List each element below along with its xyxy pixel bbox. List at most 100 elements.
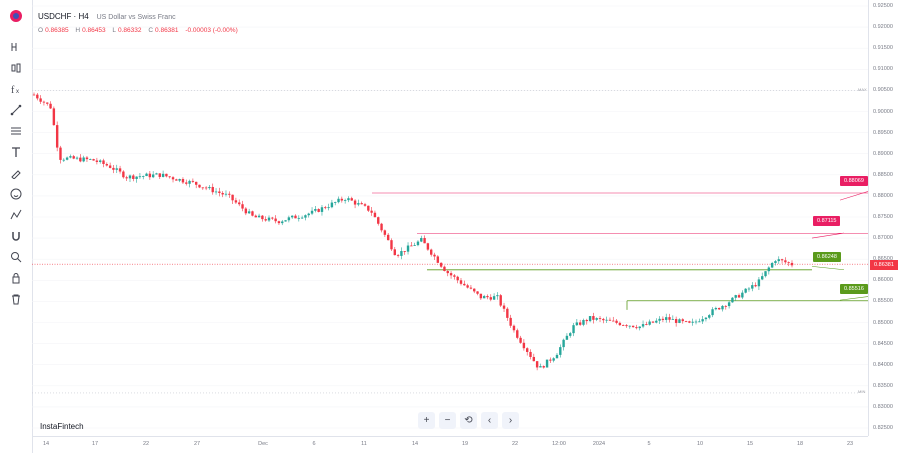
candle-body	[135, 176, 138, 179]
candle-body	[65, 157, 69, 160]
time-tick-label: 15	[746, 441, 754, 447]
zoom-out-button[interactable]: −	[439, 412, 456, 429]
candle-body	[125, 177, 128, 179]
time-axis[interactable]: 14 17 22 27 Dec 6 11 14 19 22 12:00 2024 5 10 15 18 23	[32, 436, 868, 454]
time-tick-label: 14	[411, 441, 419, 447]
candle-body	[466, 285, 469, 288]
candle-body	[615, 320, 618, 323]
brush-icon[interactable]	[5, 164, 27, 182]
price-tick-label: 0.83500	[873, 382, 893, 389]
time-tick-label: 18	[796, 441, 804, 447]
lock-icon[interactable]	[5, 269, 27, 287]
zoom-in-button[interactable]: +	[418, 412, 435, 429]
text-icon[interactable]	[5, 143, 27, 161]
candle-body	[271, 217, 274, 219]
candle-body	[459, 280, 463, 284]
candle-body	[69, 156, 72, 158]
candle-body	[264, 219, 267, 221]
crosshair-icon[interactable]	[5, 38, 27, 56]
candle-body	[565, 335, 569, 340]
candle-body	[621, 325, 625, 326]
time-tick-label: 17	[91, 441, 99, 447]
time-tick-label: 10	[696, 441, 704, 447]
scroll-right-button[interactable]: ›	[502, 412, 519, 429]
candle-body	[314, 209, 317, 211]
candle-body	[631, 325, 635, 328]
candle-body	[310, 210, 314, 214]
candle-body	[386, 234, 390, 241]
pattern-icon[interactable]	[5, 206, 27, 224]
candle-body	[42, 101, 46, 103]
candle-body	[128, 175, 132, 179]
fib-icon[interactable]	[5, 122, 27, 140]
candle-body	[320, 207, 324, 212]
price-tick-label: 0.84000	[873, 361, 893, 368]
candle-body	[234, 200, 238, 203]
candle-body	[46, 102, 49, 104]
price-tick-label: 0.92000	[873, 24, 893, 31]
candle-body	[211, 186, 214, 193]
reset-button[interactable]: ⟲	[460, 412, 477, 429]
time-tick-label: 2024	[592, 441, 606, 447]
candle-body	[142, 176, 145, 177]
candle-body	[592, 316, 595, 320]
candle-body	[727, 302, 731, 307]
candle-body	[214, 191, 218, 193]
candle-body	[287, 217, 291, 221]
candle-body	[532, 356, 536, 362]
candle-body	[777, 259, 780, 262]
price-tick-label: 0.86000	[873, 277, 893, 284]
price-chart[interactable]	[32, 0, 871, 436]
low-value: 0.86332	[118, 27, 142, 34]
magnet-icon[interactable]	[5, 227, 27, 245]
candle-body	[416, 241, 420, 246]
price-axis[interactable]: 0.92500 0.92000 0.91500 0.91000 0.90500 0.900…	[868, 0, 900, 436]
candle-body	[479, 293, 483, 299]
candle-body	[324, 207, 327, 209]
candle-body	[49, 103, 52, 109]
trash-icon[interactable]	[5, 290, 27, 308]
time-tick-label: 22	[511, 441, 519, 447]
candle-body	[529, 351, 532, 357]
open-label: O	[38, 27, 44, 34]
candle-body	[221, 192, 224, 195]
candle-body	[443, 266, 446, 272]
candle-body	[118, 168, 122, 172]
candle-body	[396, 255, 400, 256]
candle-body	[79, 157, 82, 162]
low-label: L	[112, 27, 117, 34]
candle-body	[181, 179, 185, 183]
price-tick-label: 0.85500	[873, 298, 893, 305]
candle-body	[539, 366, 542, 368]
candle-body	[347, 198, 350, 201]
candle-body	[489, 297, 492, 300]
close-label: C	[148, 27, 154, 34]
svg-text:x: x	[16, 89, 19, 95]
candle-body	[790, 262, 794, 266]
candle-body	[605, 319, 608, 321]
candle-body	[343, 200, 347, 201]
candle-body	[406, 245, 410, 252]
trend-line-icon[interactable]	[5, 101, 27, 119]
scroll-left-button[interactable]: ‹	[481, 412, 498, 429]
candle-body	[410, 245, 413, 247]
candle-body	[267, 217, 271, 221]
candles-icon[interactable]	[5, 59, 27, 77]
time-tick-label: 23	[846, 441, 854, 447]
candle-body	[297, 217, 301, 219]
candle-body	[688, 321, 691, 323]
chart-pane[interactable]	[32, 0, 871, 436]
candle-body	[112, 167, 115, 170]
price-tick-label: 0.88000	[873, 192, 893, 199]
measure-icon[interactable]	[5, 248, 27, 266]
candle-body	[525, 348, 529, 352]
candle-body	[317, 209, 320, 212]
price-tick-label: 0.90000	[873, 108, 893, 115]
candle-body	[59, 147, 62, 160]
candle-body	[559, 347, 562, 355]
emoji-icon[interactable]	[5, 185, 27, 203]
candle-body	[698, 321, 701, 323]
candle-body	[552, 358, 555, 361]
candle-body	[307, 213, 310, 216]
